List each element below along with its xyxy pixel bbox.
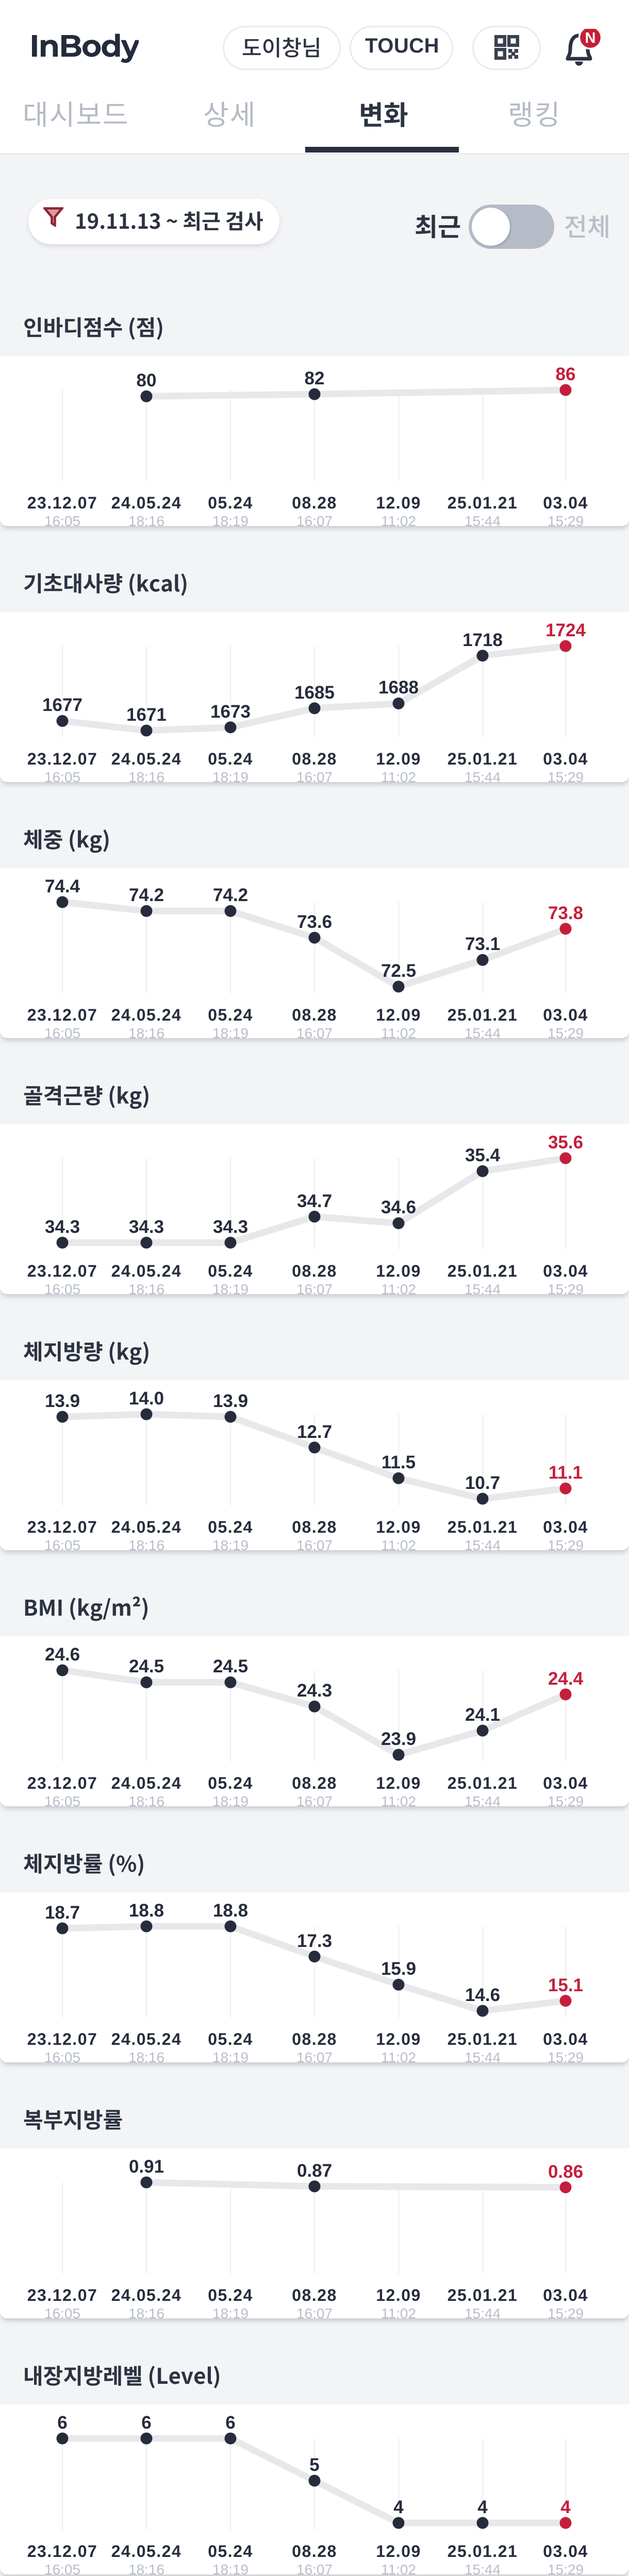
- svg-text:N: N: [585, 30, 596, 46]
